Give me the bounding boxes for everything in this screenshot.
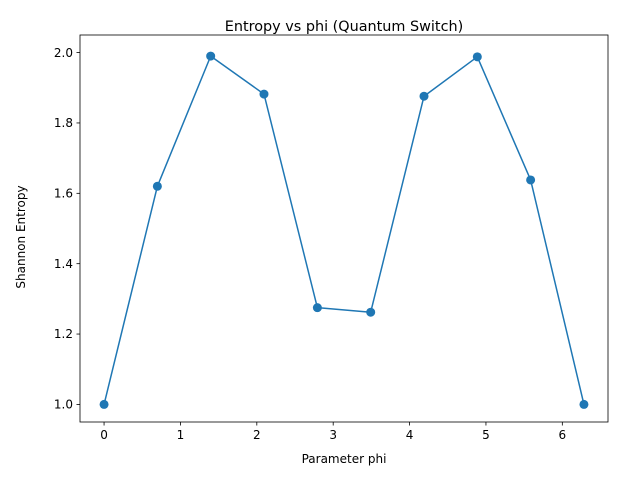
- x-tick-label: 5: [482, 428, 490, 442]
- data-point: [152, 181, 162, 191]
- x-tick-label: 2: [253, 428, 261, 442]
- y-tick-label: 1.8: [54, 116, 73, 130]
- y-tick-label: 1.2: [54, 327, 73, 341]
- data-point: [366, 307, 376, 317]
- x-axis-label: Parameter phi: [302, 452, 387, 466]
- data-point: [312, 303, 322, 313]
- plot-area: 0 1 2 3 4 5 6 1.0 1.2 1.4 1.6 1.8 2.0: [54, 34, 609, 442]
- data-point: [99, 399, 109, 409]
- data-point: [259, 89, 269, 99]
- plot-frame: [79, 34, 609, 423]
- y-tick-label: 1.6: [54, 187, 73, 201]
- x-tick-label: 0: [100, 428, 108, 442]
- data-point: [579, 399, 589, 409]
- data-point: [526, 175, 536, 185]
- y-tick-label: 1.4: [54, 257, 73, 271]
- data-point: [419, 91, 429, 101]
- data-point: [206, 51, 216, 61]
- x-tick-label: 6: [559, 428, 567, 442]
- x-tick-label: 3: [329, 428, 337, 442]
- x-tick-label: 1: [177, 428, 185, 442]
- data-point: [472, 52, 482, 62]
- y-axis-label: Shannon Entropy: [14, 185, 28, 288]
- y-tick-label: 1.0: [54, 398, 73, 412]
- series-line: [103, 55, 585, 405]
- y-tick-label: 2.0: [54, 46, 73, 60]
- chart-title: Entropy vs phi (Quantum Switch): [225, 19, 463, 35]
- x-tick-label: 4: [406, 428, 414, 442]
